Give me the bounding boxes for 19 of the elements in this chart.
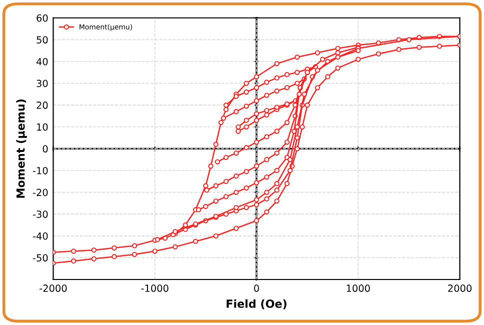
y-tick-label: -30 [32, 210, 48, 218]
x-tick-label: -1000 [141, 284, 168, 292]
y-tick-label: 50 [36, 36, 48, 44]
x-axis-title: Field (Oe) [226, 299, 286, 310]
x-tick-label: -2000 [40, 284, 67, 292]
x-tick-label: 0 [254, 284, 259, 292]
y-tick-label: -50 [32, 254, 48, 262]
y-tick-label: -20 [32, 188, 48, 196]
x-tick-label: 2000 [448, 284, 472, 292]
y-tick-label: 20 [36, 102, 48, 109]
y-tick-label: 10 [37, 123, 48, 131]
x-tick-label: 1000 [346, 284, 370, 292]
y-tick-label: 60 [36, 14, 48, 22]
y-tick-label: -40 [32, 232, 48, 240]
y-tick-label: 30 [36, 80, 48, 88]
y-tick-label: 0 [42, 145, 48, 153]
y-axis-title: Moment (μemu) [16, 100, 27, 198]
y-tick-label: 40 [36, 58, 48, 66]
y-tick-label: -10 [32, 166, 48, 174]
